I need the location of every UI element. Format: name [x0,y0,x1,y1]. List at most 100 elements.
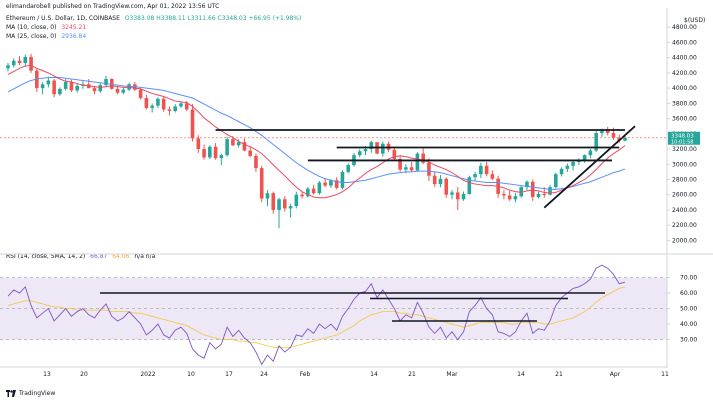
candle-body [450,192,454,195]
price-tick-label: 2600.00 [672,192,697,199]
time-tick-label: 24 [260,371,268,378]
price-tick-label: 4400.00 [672,55,697,62]
time-tick-label: Apr [610,371,621,378]
time-tick-label: 14 [370,371,378,378]
candle-body [346,165,351,172]
rsi-value: 66.87 [90,253,108,260]
candle-body [427,162,431,176]
candle-body [231,139,235,146]
candle-body [40,84,45,89]
candle-body [317,182,322,194]
candle-body [115,88,120,93]
candle-body [219,155,224,159]
candle-body [519,187,524,197]
time-tick-label: Feb [300,371,311,378]
candle-body [46,80,51,85]
price-tick-label: 2000.00 [672,237,697,244]
candle-body [340,171,345,188]
candle-body [611,133,616,138]
candle-body [11,60,16,66]
rsi-sma-line [7,286,626,348]
rsi-tick-label: 60.00 [680,290,697,297]
candle-body [392,149,397,159]
candle-body [588,150,593,156]
candle-body [300,194,304,197]
candle-body [594,133,598,151]
candle-body [236,142,241,146]
candle-body [254,155,258,169]
candle-body [150,105,154,108]
candle-body [294,194,299,207]
candle-body [363,149,368,152]
price-tick-label: 3600.00 [672,116,697,123]
tradingview-brand: TradingView [6,390,55,397]
candle-body [398,158,402,170]
rsi-band [0,277,667,340]
currency-label: $(USD) [684,17,705,24]
candle-body [554,174,558,188]
brand-name: TradingView [19,390,56,397]
tradingview-logo-icon [6,390,16,397]
ma25-label: MA (25, close, 0) [6,33,57,40]
candle-body [421,153,425,163]
price-pane[interactable] [0,53,713,255]
time-tick-label: 20 [80,371,88,378]
rsi-legend[interactable]: RSI (14, close, SMA, 14, 2) 66.87 64.06 … [6,253,155,260]
price-axis[interactable]: $(USD)4800.00 4600.00 4400.00 4200.00 4000.0… [666,8,705,368]
candle-body [525,181,529,188]
candle-body [513,196,518,200]
candle-body [479,165,483,175]
symbol-title[interactable]: Ethereum / U.S. Dollar, 1D, COINBASE [6,15,120,22]
candle-body [29,56,33,71]
time-axis[interactable]: 13 20 2022 10 17 24 Feb 14 21 Mar 14 21 Apr 11 [0,366,669,378]
candle-body [473,174,477,178]
candle-body [530,181,535,197]
price-tick-label: 2400.00 [672,207,697,214]
candle-body [271,193,276,210]
candle-body [565,165,570,169]
rsi-tick-label: 30.00 [680,337,697,344]
ma10-legend[interactable]: MA (10, close, 0) 3245.21 [6,23,301,32]
rsi-axis[interactable]: 70.00 60.00 50.00 40.00 30.00 [667,275,697,344]
current-price-badge [668,131,700,145]
candle-body [438,178,443,185]
ma10-line [7,64,626,199]
candle-body [334,180,339,188]
candle-body [288,206,293,209]
candle-body [248,150,252,156]
candle-body [623,137,627,141]
candle-body [17,60,22,64]
price-tick-label: 2800.00 [672,176,697,183]
candle-body [357,151,362,156]
candle-body [311,188,316,194]
candle-body [63,82,68,89]
candle-body [92,88,97,92]
candle-body [52,80,56,95]
candle-body [184,103,189,110]
candle-body [507,195,512,200]
ohlc-values: O3383.08 H3388.11 L3311.66 C3348.03 +66.… [124,15,302,22]
candle-body [617,137,622,141]
candle-body [571,161,575,166]
candle-body [98,85,103,92]
candle-body [167,109,172,111]
candle-body [490,174,495,179]
candle-body [329,180,333,186]
time-tick-label: 21 [408,371,416,378]
candle-body [548,187,552,195]
candle-body [144,98,149,108]
candle-body [6,65,10,69]
ascending-trendline [543,125,636,209]
ma25-legend[interactable]: MA (25, close, 0) 2936.84 [6,32,301,41]
time-tick-label: 13 [43,371,51,378]
candle-body [138,89,143,99]
candle-body [161,98,166,110]
rsi-pane[interactable] [0,264,667,366]
time-tick-label: 21 [555,371,563,378]
price-tick-label: 2200.00 [672,222,697,229]
price-tick-label: 4000.00 [672,85,697,92]
candle-body [582,155,587,161]
candle-body [461,193,466,200]
time-tick-label: 14 [517,371,525,378]
